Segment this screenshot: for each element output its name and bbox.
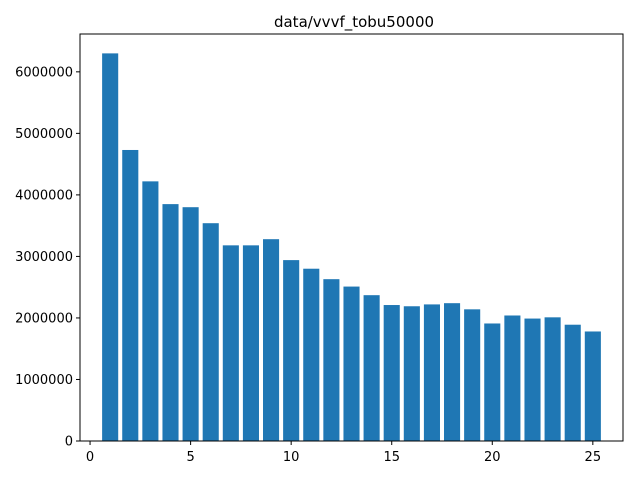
y-tick-label: 1000000 <box>15 373 73 388</box>
y-tick-label: 3000000 <box>15 250 73 265</box>
bar-1 <box>102 53 119 441</box>
bar-7 <box>222 245 239 441</box>
bar-10 <box>283 260 300 441</box>
bar-9 <box>263 239 280 441</box>
bar-17 <box>423 304 440 441</box>
bar-4 <box>162 204 179 441</box>
bar-24 <box>564 324 581 441</box>
bar-11 <box>303 268 320 441</box>
bar-13 <box>343 286 360 441</box>
x-tick-label: 15 <box>383 450 400 465</box>
y-axis-ticks: 0 1000000 2000000 3000000 4000000 5000000 6000… <box>15 65 80 450</box>
y-tick-label: 0 <box>65 435 73 450</box>
bar-3 <box>142 181 159 442</box>
x-axis-ticks: 0 5 10 15 20 25 <box>86 441 601 465</box>
x-tick-label: 5 <box>186 450 194 465</box>
bar-18 <box>444 303 461 441</box>
bar-5 <box>182 207 199 441</box>
bar-12 <box>323 279 340 441</box>
bar-20 <box>484 323 501 441</box>
y-tick-label: 5000000 <box>15 127 73 142</box>
bar-19 <box>464 309 481 441</box>
bar-22 <box>524 318 541 441</box>
bar-2 <box>122 149 139 442</box>
x-tick-label: 25 <box>585 450 602 465</box>
bar-15 <box>383 305 400 441</box>
bar-8 <box>242 245 259 441</box>
bar-6 <box>202 223 219 441</box>
x-tick-label: 10 <box>283 450 300 465</box>
x-tick-label: 20 <box>484 450 501 465</box>
bar-21 <box>504 315 521 441</box>
bar-14 <box>363 295 380 441</box>
chart-title: data/vvvf_tobu50000 <box>274 13 434 32</box>
x-tick-label: 0 <box>86 450 94 465</box>
bar-23 <box>544 317 561 441</box>
bar-25 <box>584 331 601 441</box>
plot-frame <box>79 33 624 442</box>
y-tick-label: 4000000 <box>15 188 73 203</box>
y-tick-label: 2000000 <box>15 311 73 326</box>
bar-16 <box>403 306 420 441</box>
bars-group <box>102 53 601 442</box>
y-tick-label: 6000000 <box>15 65 73 80</box>
